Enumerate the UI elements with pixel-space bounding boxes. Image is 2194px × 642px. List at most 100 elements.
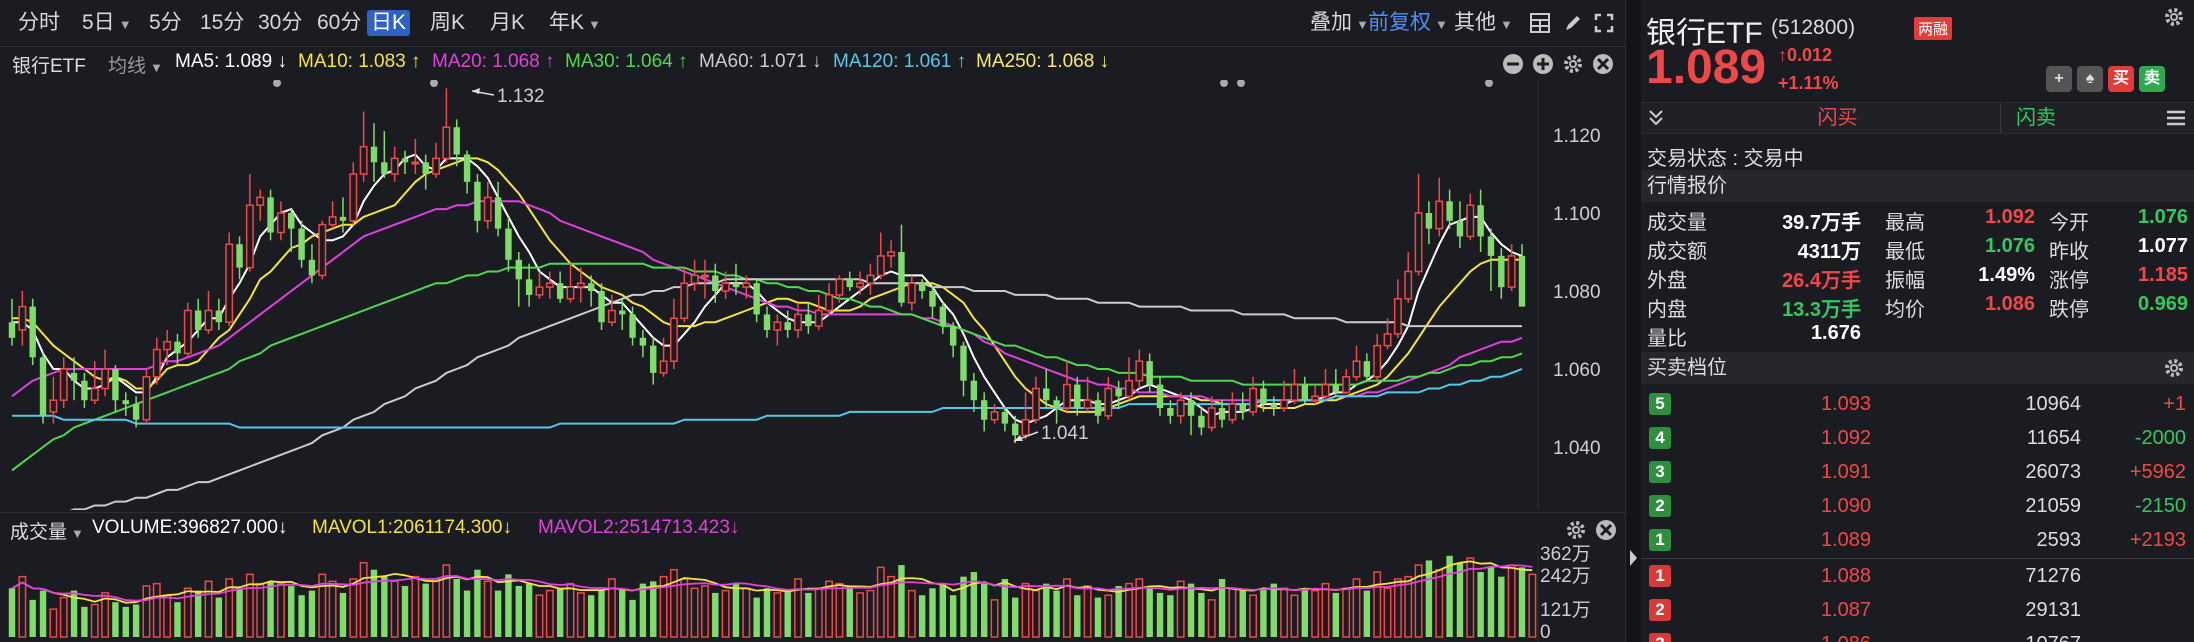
tab-5day[interactable]: 5日 ▼ bbox=[82, 11, 132, 34]
candle[interactable] bbox=[1218, 400, 1226, 428]
candle[interactable] bbox=[814, 294, 823, 330]
candlestick-chart[interactable]: 1.132 1.041 1.120 1.100 1.080 1.060 1.04… bbox=[0, 80, 1625, 510]
collapse-arrow-icon[interactable] bbox=[1628, 550, 1638, 566]
candle[interactable] bbox=[1062, 361, 1071, 412]
candle[interactable] bbox=[1249, 376, 1258, 416]
candle[interactable] bbox=[359, 111, 368, 182]
candle[interactable] bbox=[1012, 415, 1019, 444]
candle[interactable] bbox=[1187, 392, 1195, 436]
candle[interactable] bbox=[1156, 376, 1164, 416]
gear-icon[interactable] bbox=[2163, 6, 2185, 28]
candle[interactable] bbox=[669, 298, 678, 369]
candle[interactable] bbox=[1135, 349, 1144, 389]
candle[interactable] bbox=[1239, 392, 1246, 420]
tab-yearly-k[interactable]: 年K ▼ bbox=[549, 11, 601, 34]
tab-30min[interactable]: 30分 bbox=[258, 11, 303, 34]
candle[interactable] bbox=[1207, 396, 1216, 432]
candle[interactable] bbox=[1228, 392, 1237, 424]
candle[interactable] bbox=[566, 263, 575, 303]
candle[interactable] bbox=[980, 392, 988, 432]
candle[interactable] bbox=[1146, 353, 1153, 393]
candle[interactable] bbox=[204, 291, 213, 334]
candle[interactable] bbox=[298, 220, 305, 268]
candle[interactable] bbox=[339, 197, 347, 233]
candle[interactable] bbox=[1167, 400, 1174, 424]
candle[interactable] bbox=[598, 283, 605, 330]
candle[interactable] bbox=[700, 259, 709, 299]
candle[interactable] bbox=[453, 119, 460, 167]
menu-icon[interactable] bbox=[2166, 110, 2186, 126]
candle[interactable] bbox=[1383, 318, 1392, 350]
candle[interactable] bbox=[618, 298, 626, 330]
event-marker[interactable] bbox=[1237, 80, 1245, 87]
candle[interactable] bbox=[267, 189, 274, 241]
ask-row[interactable]: 4 1.092 11654 -2000 bbox=[1641, 422, 2194, 456]
candle[interactable] bbox=[1332, 369, 1340, 397]
candle[interactable] bbox=[1031, 376, 1040, 424]
candle[interactable] bbox=[535, 271, 544, 299]
candle[interactable] bbox=[411, 138, 420, 174]
candle[interactable] bbox=[918, 279, 926, 299]
candle[interactable] bbox=[8, 298, 16, 346]
candle[interactable] bbox=[152, 337, 161, 385]
candle[interactable] bbox=[898, 224, 905, 307]
candle[interactable] bbox=[122, 392, 129, 416]
candle[interactable] bbox=[1021, 392, 1030, 440]
candle[interactable] bbox=[960, 341, 967, 397]
gear-icon[interactable] bbox=[1565, 519, 1587, 541]
candle[interactable] bbox=[515, 252, 522, 307]
bid-row[interactable]: 2 1.087 29131 bbox=[1641, 594, 2194, 628]
candle[interactable] bbox=[1414, 174, 1423, 276]
candle[interactable] bbox=[1270, 396, 1277, 416]
candle[interactable] bbox=[401, 150, 409, 174]
candle[interactable] bbox=[1115, 380, 1122, 408]
candle[interactable] bbox=[773, 314, 782, 346]
candle[interactable] bbox=[474, 174, 481, 233]
candle[interactable] bbox=[1477, 189, 1484, 252]
candle[interactable] bbox=[112, 365, 119, 412]
candle[interactable] bbox=[1456, 201, 1464, 249]
other-dropdown[interactable]: 其他 ▼ bbox=[1454, 11, 1513, 34]
candle[interactable] bbox=[1125, 357, 1133, 401]
candle[interactable] bbox=[245, 174, 254, 272]
candle[interactable] bbox=[59, 357, 68, 408]
candle[interactable] bbox=[794, 302, 802, 338]
close-circle-icon[interactable] bbox=[1595, 519, 1617, 541]
candle[interactable] bbox=[483, 181, 492, 229]
candle[interactable] bbox=[1290, 369, 1299, 405]
candle[interactable] bbox=[1342, 369, 1351, 394]
ask-row[interactable]: 2 1.090 21059 -2150 bbox=[1641, 490, 2194, 524]
candle[interactable] bbox=[1466, 193, 1475, 241]
tab-60min[interactable]: 60分 bbox=[317, 11, 362, 34]
candle[interactable] bbox=[463, 150, 471, 194]
candle[interactable] bbox=[70, 357, 78, 401]
candle[interactable] bbox=[1373, 333, 1382, 381]
candle[interactable] bbox=[784, 310, 791, 338]
candle[interactable] bbox=[381, 131, 388, 178]
add-watchlist-button[interactable]: + bbox=[2046, 66, 2072, 92]
candle[interactable] bbox=[49, 376, 58, 424]
candle[interactable] bbox=[970, 372, 978, 412]
candle[interactable] bbox=[1487, 228, 1495, 291]
ma-mode-dropdown[interactable]: 均线 ▼ bbox=[108, 56, 163, 77]
volume-chart[interactable]: 362万 242万 121万 0 bbox=[0, 545, 1625, 642]
flash-buy-button[interactable]: 闪买 bbox=[1675, 103, 2001, 133]
candle[interactable] bbox=[1311, 384, 1320, 405]
candle[interactable] bbox=[680, 267, 689, 323]
candle[interactable] bbox=[349, 162, 358, 225]
candle[interactable] bbox=[876, 232, 885, 280]
draw-pen-icon[interactable] bbox=[1563, 13, 1583, 33]
candle[interactable] bbox=[318, 220, 327, 280]
candle[interactable] bbox=[194, 298, 202, 338]
candle[interactable] bbox=[1301, 376, 1309, 405]
gear-icon[interactable] bbox=[2163, 357, 2185, 379]
tab-intraday[interactable]: 分时 bbox=[18, 11, 60, 34]
candle[interactable] bbox=[505, 216, 512, 272]
candle[interactable] bbox=[1094, 392, 1102, 424]
candle[interactable] bbox=[163, 330, 172, 366]
candle[interactable] bbox=[422, 154, 429, 190]
candle[interactable] bbox=[1001, 408, 1009, 432]
candle[interactable] bbox=[690, 259, 699, 291]
candle[interactable] bbox=[1446, 189, 1453, 229]
candle[interactable] bbox=[1498, 248, 1505, 299]
